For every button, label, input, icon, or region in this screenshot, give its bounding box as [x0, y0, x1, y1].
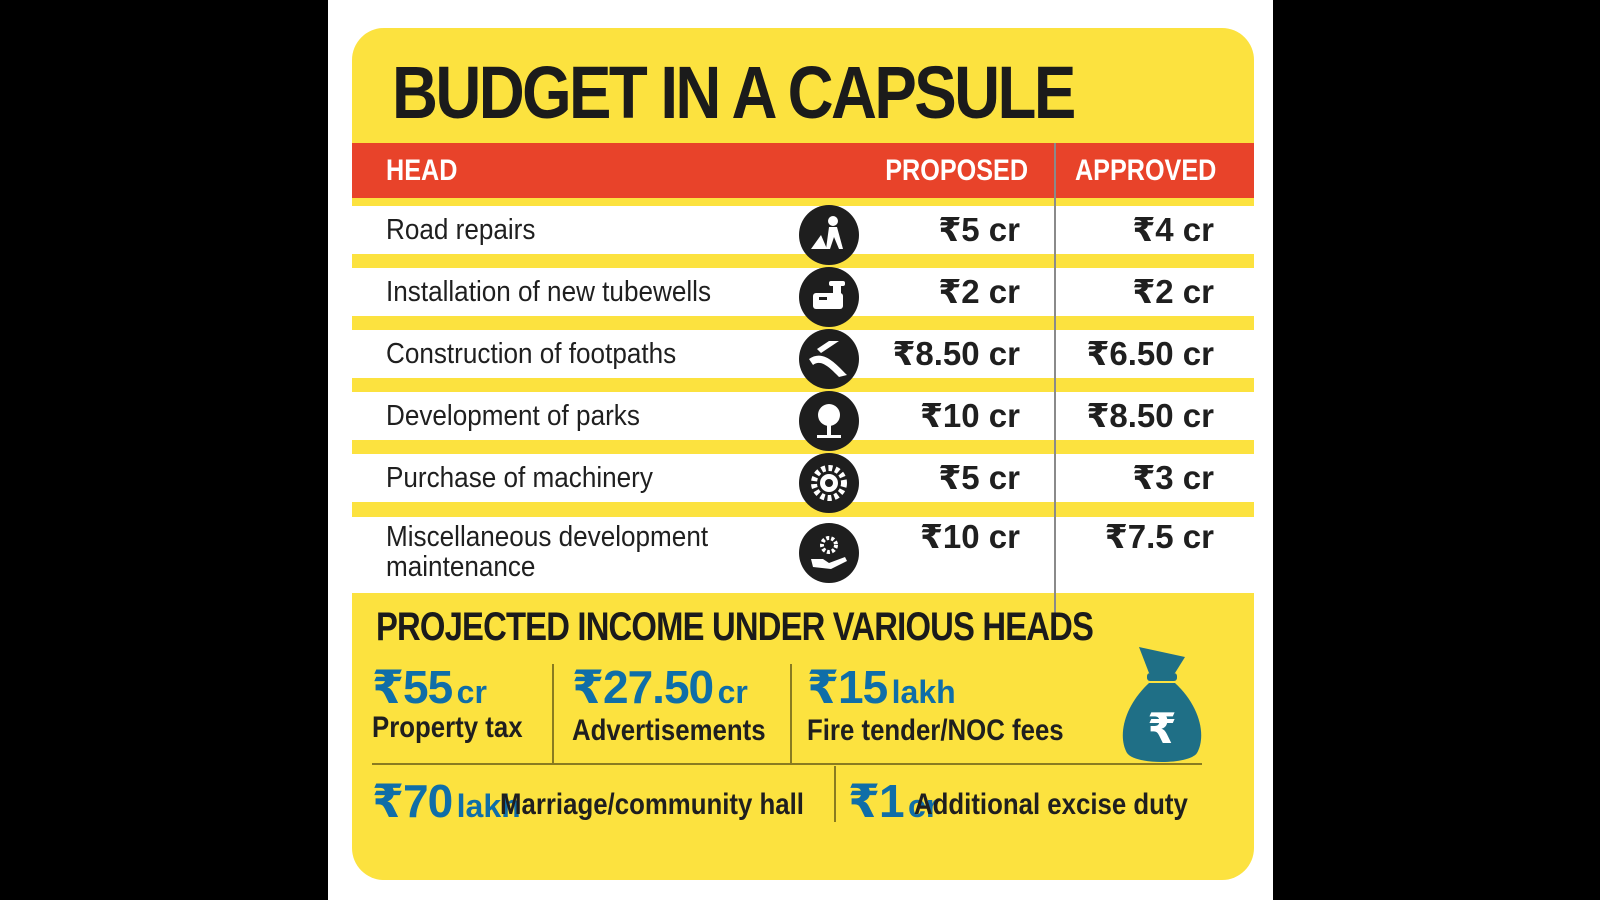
income-value: ₹70: [372, 775, 453, 827]
row-head: Installation of new tubewells: [386, 276, 711, 308]
income-label: Fire tender/NOC fees: [807, 714, 1064, 747]
income-value: ₹27.50: [572, 661, 714, 713]
hand-gear-icon: [799, 523, 859, 583]
bag-symbol: ₹: [1147, 704, 1176, 753]
row-proposed: ₹8.50 cr: [892, 335, 1020, 372]
row-proposed: ₹10 cr: [919, 397, 1020, 434]
page-title: BUDGET IN A CAPSULE: [392, 51, 1076, 134]
budget-card: BUDGET IN A CAPSULE HEAD PROPOSED APPROV…: [352, 28, 1254, 880]
row-head: Purchase of machinery: [386, 462, 653, 494]
row-head: Development of parks: [386, 400, 640, 432]
income-unit: lakh: [456, 788, 521, 824]
water-tap-icon: [799, 267, 859, 327]
road-worker-icon: [799, 205, 859, 265]
table-header: HEAD PROPOSED APPROVED: [352, 143, 1254, 198]
row-approved: ₹2 cr: [1132, 273, 1214, 310]
row-head: Road repairs: [386, 214, 536, 246]
income-label: Marriage/community hall: [500, 788, 804, 821]
row-approved: ₹3 cr: [1132, 459, 1214, 496]
income-amount: ₹15 lakh: [807, 660, 956, 714]
divider: [552, 664, 554, 764]
row-head-line2: maintenance: [386, 551, 536, 583]
tree-icon: [799, 391, 859, 451]
income-unit: cr: [456, 674, 487, 710]
divider: [372, 763, 1202, 765]
income-unit: cr: [908, 788, 939, 824]
income-section-title: PROJECTED INCOME UNDER VARIOUS HEADS: [376, 605, 1094, 649]
column-header-proposed: PROPOSED: [885, 154, 1028, 187]
row-head: Construction of footpaths: [386, 338, 677, 370]
income-amount: ₹55 cr: [372, 660, 487, 714]
income-label: Property tax: [372, 711, 523, 744]
income-label: Advertisements: [572, 714, 766, 747]
gear-icon: [799, 453, 859, 513]
income-value: ₹15: [807, 661, 888, 713]
row-approved: ₹4 cr: [1132, 211, 1214, 248]
column-header-head: HEAD: [386, 154, 458, 187]
income-label: Additional excise duty: [914, 788, 1188, 821]
row-proposed: ₹2 cr: [938, 273, 1020, 310]
row-proposed: ₹5 cr: [938, 211, 1020, 248]
road-path-icon: [799, 329, 859, 389]
income-amount: ₹27.50 cr: [572, 660, 748, 714]
money-bag-rupee-icon: ₹: [1117, 643, 1207, 768]
income-unit: cr: [717, 674, 748, 710]
income-value: ₹1: [848, 775, 905, 827]
income-unit: lakh: [891, 674, 956, 710]
row-proposed: ₹5 cr: [938, 459, 1020, 496]
row-head: Miscellaneous development: [386, 521, 709, 553]
income-amount: ₹70 lakh: [372, 774, 521, 828]
row-approved: ₹7.5 cr: [1104, 518, 1214, 555]
income-amount: ₹1 cr: [848, 774, 938, 828]
column-divider: [1054, 143, 1056, 632]
column-header-approved: APPROVED: [1074, 154, 1216, 187]
row-approved: ₹8.50 cr: [1086, 397, 1214, 434]
divider: [834, 766, 836, 822]
divider: [790, 664, 792, 764]
row-proposed: ₹10 cr: [919, 518, 1020, 555]
row-approved: ₹6.50 cr: [1086, 335, 1214, 372]
income-value: ₹55: [372, 661, 453, 713]
